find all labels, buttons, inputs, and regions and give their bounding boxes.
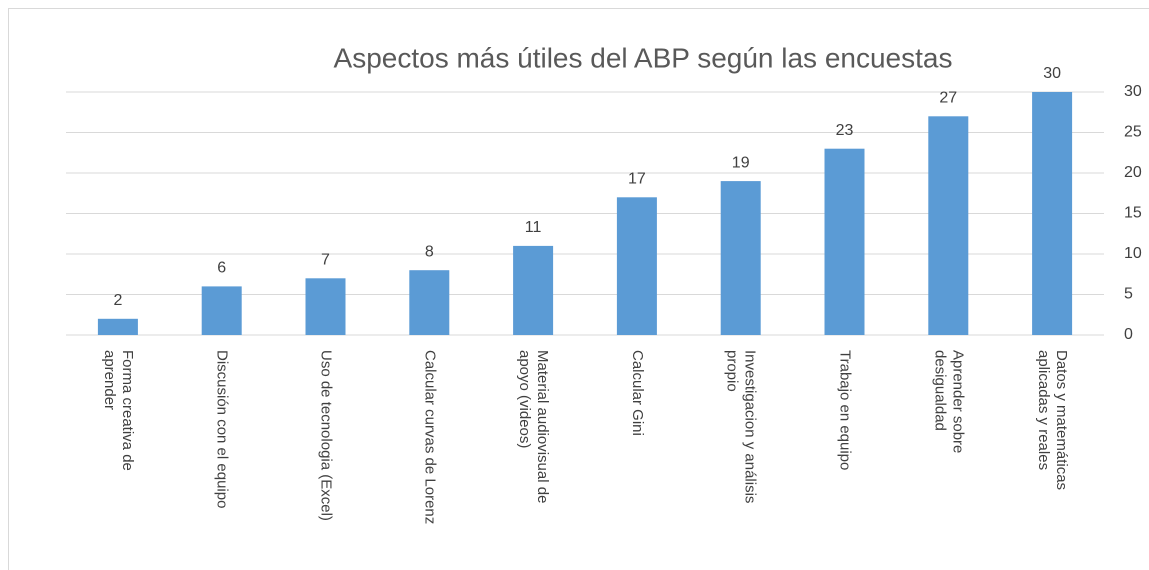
bar [824, 148, 865, 335]
bar [720, 181, 761, 335]
y-tick-label: 5 [1124, 286, 1133, 303]
bar [201, 286, 242, 335]
bar [616, 197, 657, 335]
x-tick-label: Datos y matemáticas aplicadas y reales [1035, 350, 1070, 494]
y-tick-label: 20 [1124, 164, 1142, 181]
x-tick-label: Calcular Gini [629, 350, 646, 436]
data-label: 17 [628, 171, 646, 188]
x-tick-label: Investigacion y análisis propio [724, 350, 759, 508]
x-tick-label: Aprender sobre desigualdad [931, 350, 966, 458]
data-label: 27 [939, 90, 957, 107]
data-label: 23 [836, 122, 854, 139]
x-tick-label: Discusión con el equipo [214, 350, 231, 508]
y-tick-label: 10 [1124, 245, 1142, 262]
chart-border [8, 8, 1149, 570]
bar [513, 245, 554, 335]
bar [928, 116, 969, 335]
chart-title: Aspectos más útiles del ABP según las en… [334, 42, 953, 73]
data-label: 11 [525, 219, 542, 236]
data-label: 7 [321, 252, 330, 269]
x-tick-label: Forma creativa de aprender [101, 350, 136, 475]
y-tick-label: 30 [1124, 83, 1142, 100]
x-tick-label: Material audiovisual de apoyo (videos) [516, 350, 551, 508]
x-tick-label: Trabajo en equipo [837, 350, 854, 470]
data-label: 8 [425, 243, 434, 260]
x-tick-label: Calcular curvas de Lorenz [421, 350, 438, 524]
data-label: 2 [113, 292, 122, 309]
x-tick-label: Uso de tecnologia (Excel) [318, 350, 335, 521]
data-label: 19 [732, 154, 750, 171]
bar [1032, 92, 1073, 335]
y-tick-label: 0 [1124, 326, 1133, 343]
y-tick-label: 15 [1124, 205, 1142, 222]
bar [305, 278, 346, 335]
bar [97, 318, 138, 335]
bar [409, 270, 450, 335]
data-label: 6 [217, 260, 226, 277]
y-tick-label: 25 [1124, 124, 1142, 141]
data-label: 30 [1043, 65, 1061, 82]
